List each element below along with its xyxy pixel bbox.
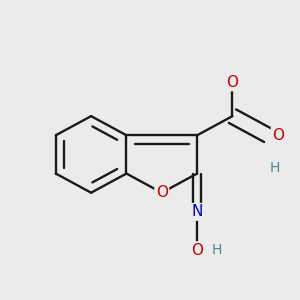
Text: H: H [212, 243, 222, 257]
Text: O: O [272, 128, 284, 143]
Text: H: H [269, 161, 280, 175]
Text: O: O [191, 243, 203, 258]
Text: O: O [156, 185, 168, 200]
Text: N: N [191, 204, 203, 219]
Text: O: O [226, 75, 238, 90]
